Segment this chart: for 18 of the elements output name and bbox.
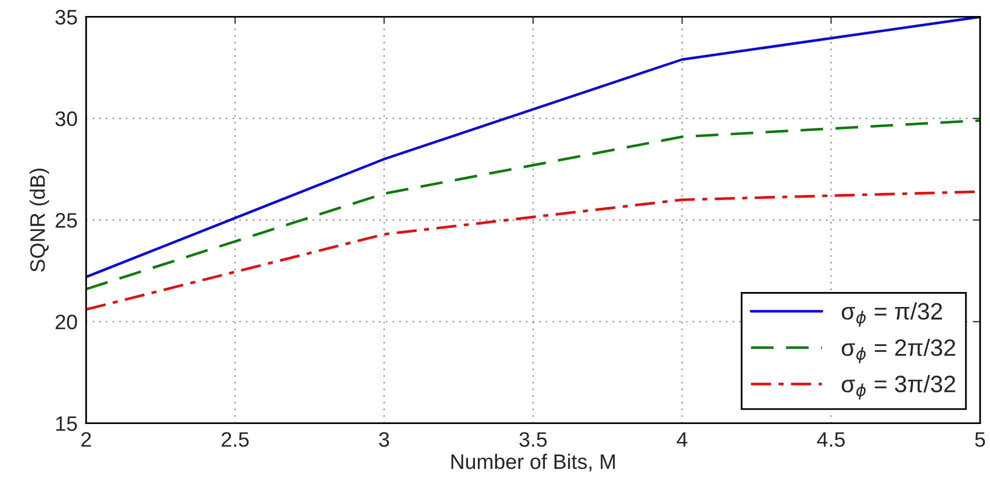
y-tick-label: 35 [55,10,77,25]
x-tick-label: 4 [676,432,688,447]
y-axis-title: SQNR (dB) [30,168,50,272]
x-tick-label: 3 [379,432,389,447]
y-tick-label: 30 [55,111,77,126]
legend-label: σ$_{ϕ}$ = 3π/32 [842,375,956,400]
legend-label: σ$_{ϕ}$ = π/32 [842,302,942,327]
legend-label: σ$_{ϕ}$ = 2π/32 [842,338,956,364]
x-tick-label: 3.5 [519,432,547,447]
y-tick-label: 20 [56,314,77,330]
y-tick-label: 15 [56,416,77,431]
x-tick-label: 2.5 [222,432,249,447]
y-tick-label: 25 [56,213,77,228]
x-axis-title: Number of Bits, M [451,454,615,472]
x-tick-label: 2 [81,432,91,447]
x-tick-label: 5 [975,432,986,447]
x-tick-label: 4.5 [817,432,845,447]
line-series [86,119,980,290]
